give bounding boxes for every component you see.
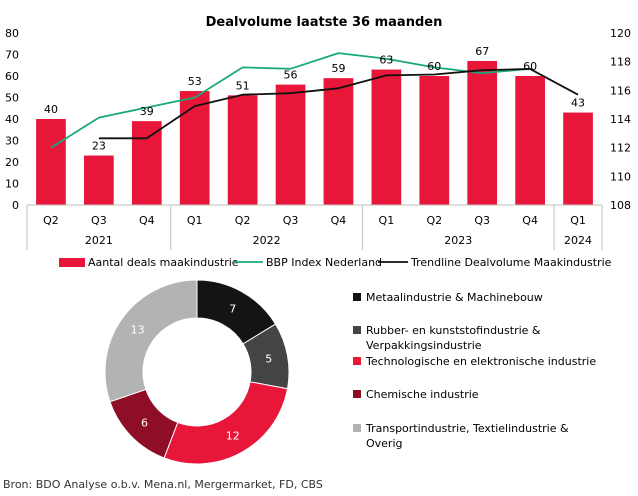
y-right-tick-label: 116 bbox=[610, 84, 631, 97]
y-left-tick-label: 40 bbox=[5, 113, 19, 126]
x-quarter-label: Q3 bbox=[474, 214, 490, 227]
donut-value-label: 12 bbox=[226, 430, 240, 443]
legend-label: Aantal deals maakindustrie bbox=[88, 256, 239, 269]
bar bbox=[515, 76, 545, 205]
source-note: Bron: BDO Analyse o.b.v. Mena.nl, Merger… bbox=[3, 478, 323, 491]
y-left-tick-label: 70 bbox=[5, 49, 19, 62]
donut-value-label: 7 bbox=[229, 302, 236, 315]
x-quarter-label: Q1 bbox=[570, 214, 586, 227]
y-left-tick-label: 20 bbox=[5, 156, 19, 169]
y-right-tick-label: 112 bbox=[610, 142, 631, 155]
y-right-tick-label: 114 bbox=[610, 113, 631, 126]
bar-value-label: 53 bbox=[188, 75, 202, 88]
bar-value-label: 59 bbox=[331, 62, 345, 75]
donut-slice bbox=[104, 279, 198, 403]
donut-value-label: 6 bbox=[141, 417, 148, 430]
y-right-tick-label: 108 bbox=[610, 199, 631, 212]
x-year-label: 2024 bbox=[564, 234, 592, 247]
bar bbox=[467, 60, 498, 206]
bar bbox=[227, 95, 258, 205]
bar-value-label: 56 bbox=[284, 69, 298, 82]
donut-value-label: 5 bbox=[265, 353, 272, 366]
x-quarter-label: Q3 bbox=[283, 214, 299, 227]
donut-slice bbox=[163, 381, 289, 465]
legend-label-line: Rubber- en kunststofindustrie & bbox=[366, 324, 541, 337]
bar bbox=[419, 76, 450, 205]
bar-value-label: 63 bbox=[379, 54, 393, 67]
legend-label-line: Verpakkingsindustrie bbox=[366, 339, 482, 352]
bar-value-label: 51 bbox=[236, 79, 250, 92]
x-quarter-label: Q2 bbox=[426, 214, 442, 227]
bar bbox=[371, 69, 402, 205]
y-left-tick-label: 10 bbox=[5, 178, 19, 191]
bar-value-label: 60 bbox=[427, 60, 441, 73]
x-quarter-label: Q4 bbox=[522, 214, 538, 227]
y-left-tick-label: 80 bbox=[5, 27, 19, 40]
x-year-label: 2023 bbox=[444, 234, 472, 247]
bar-value-label: 40 bbox=[44, 103, 58, 116]
chart-title: Dealvolume laatste 36 maanden bbox=[206, 15, 443, 30]
y-left-tick-label: 50 bbox=[5, 92, 19, 105]
legend-swatch bbox=[353, 293, 361, 301]
bar-value-label: 60 bbox=[523, 60, 537, 73]
y-left-tick-label: 60 bbox=[5, 70, 19, 83]
x-quarter-label: Q2 bbox=[43, 214, 59, 227]
y-left-tick-label: 30 bbox=[5, 135, 19, 148]
y-right-tick-label: 120 bbox=[610, 27, 631, 40]
legend-label-line: Transportindustrie, Textielindustrie & bbox=[365, 422, 569, 435]
legend-label-line: Overig bbox=[366, 437, 403, 450]
y-left-tick-label: 0 bbox=[12, 199, 19, 212]
bar bbox=[323, 78, 354, 205]
bar bbox=[36, 119, 66, 205]
bar-line-chart: 0 10 20 30 40 50 60 70 80 108 110 112 114 116 118 120 40… bbox=[5, 27, 631, 250]
bar-value-label: 67 bbox=[475, 45, 489, 58]
legend-label: Rubber- en kunststofindustrie & Verpakkin… bbox=[366, 324, 541, 352]
trendline bbox=[98, 68, 579, 140]
bar-chart-legend: Aantal deals maakindustrie BBP Index Nede… bbox=[59, 256, 612, 269]
bbp-index-line bbox=[50, 52, 531, 149]
y-right-tick-label: 110 bbox=[610, 170, 631, 183]
legend-label: Transportindustrie, Textielindustrie & Ov… bbox=[365, 422, 569, 450]
x-quarter-label: Q4 bbox=[331, 214, 347, 227]
legend-swatch bbox=[353, 390, 361, 398]
bar bbox=[275, 84, 306, 205]
x-quarter-label: Q4 bbox=[139, 214, 155, 227]
x-quarter-label: Q3 bbox=[91, 214, 107, 227]
bar-value-label: 43 bbox=[571, 97, 585, 110]
bar-value-label: 23 bbox=[92, 140, 106, 153]
legend-label: Chemische industrie bbox=[366, 388, 479, 401]
bar bbox=[179, 91, 210, 205]
x-quarter-label: Q1 bbox=[187, 214, 203, 227]
donut-chart: 7 5 12 6 13 bbox=[104, 279, 290, 465]
bar bbox=[131, 121, 162, 205]
bar bbox=[84, 155, 114, 205]
legend-label: Metaalindustrie & Machinebouw bbox=[366, 291, 543, 304]
legend-swatch bbox=[353, 424, 361, 432]
x-year-label: 2021 bbox=[85, 234, 113, 247]
x-quarter-label: Q2 bbox=[235, 214, 251, 227]
legend-swatch-bar bbox=[59, 258, 85, 267]
legend-swatch bbox=[353, 326, 361, 334]
donut-value-label: 13 bbox=[131, 324, 145, 337]
bar-value-label: 39 bbox=[140, 105, 154, 118]
y-right-tick-label: 118 bbox=[610, 56, 631, 69]
bar bbox=[563, 112, 593, 205]
legend-label: BBP Index Nederland bbox=[266, 256, 382, 269]
legend-label: Trendline Dealvolume Maakindustrie bbox=[410, 256, 612, 269]
legend-swatch bbox=[353, 357, 361, 365]
legend-label: Technologische en elektronische industri… bbox=[365, 355, 596, 368]
x-quarter-label: Q1 bbox=[379, 214, 395, 227]
x-year-label: 2022 bbox=[253, 234, 281, 247]
donut-legend: Metaalindustrie & Machinebouw Rubber- en … bbox=[353, 291, 596, 450]
